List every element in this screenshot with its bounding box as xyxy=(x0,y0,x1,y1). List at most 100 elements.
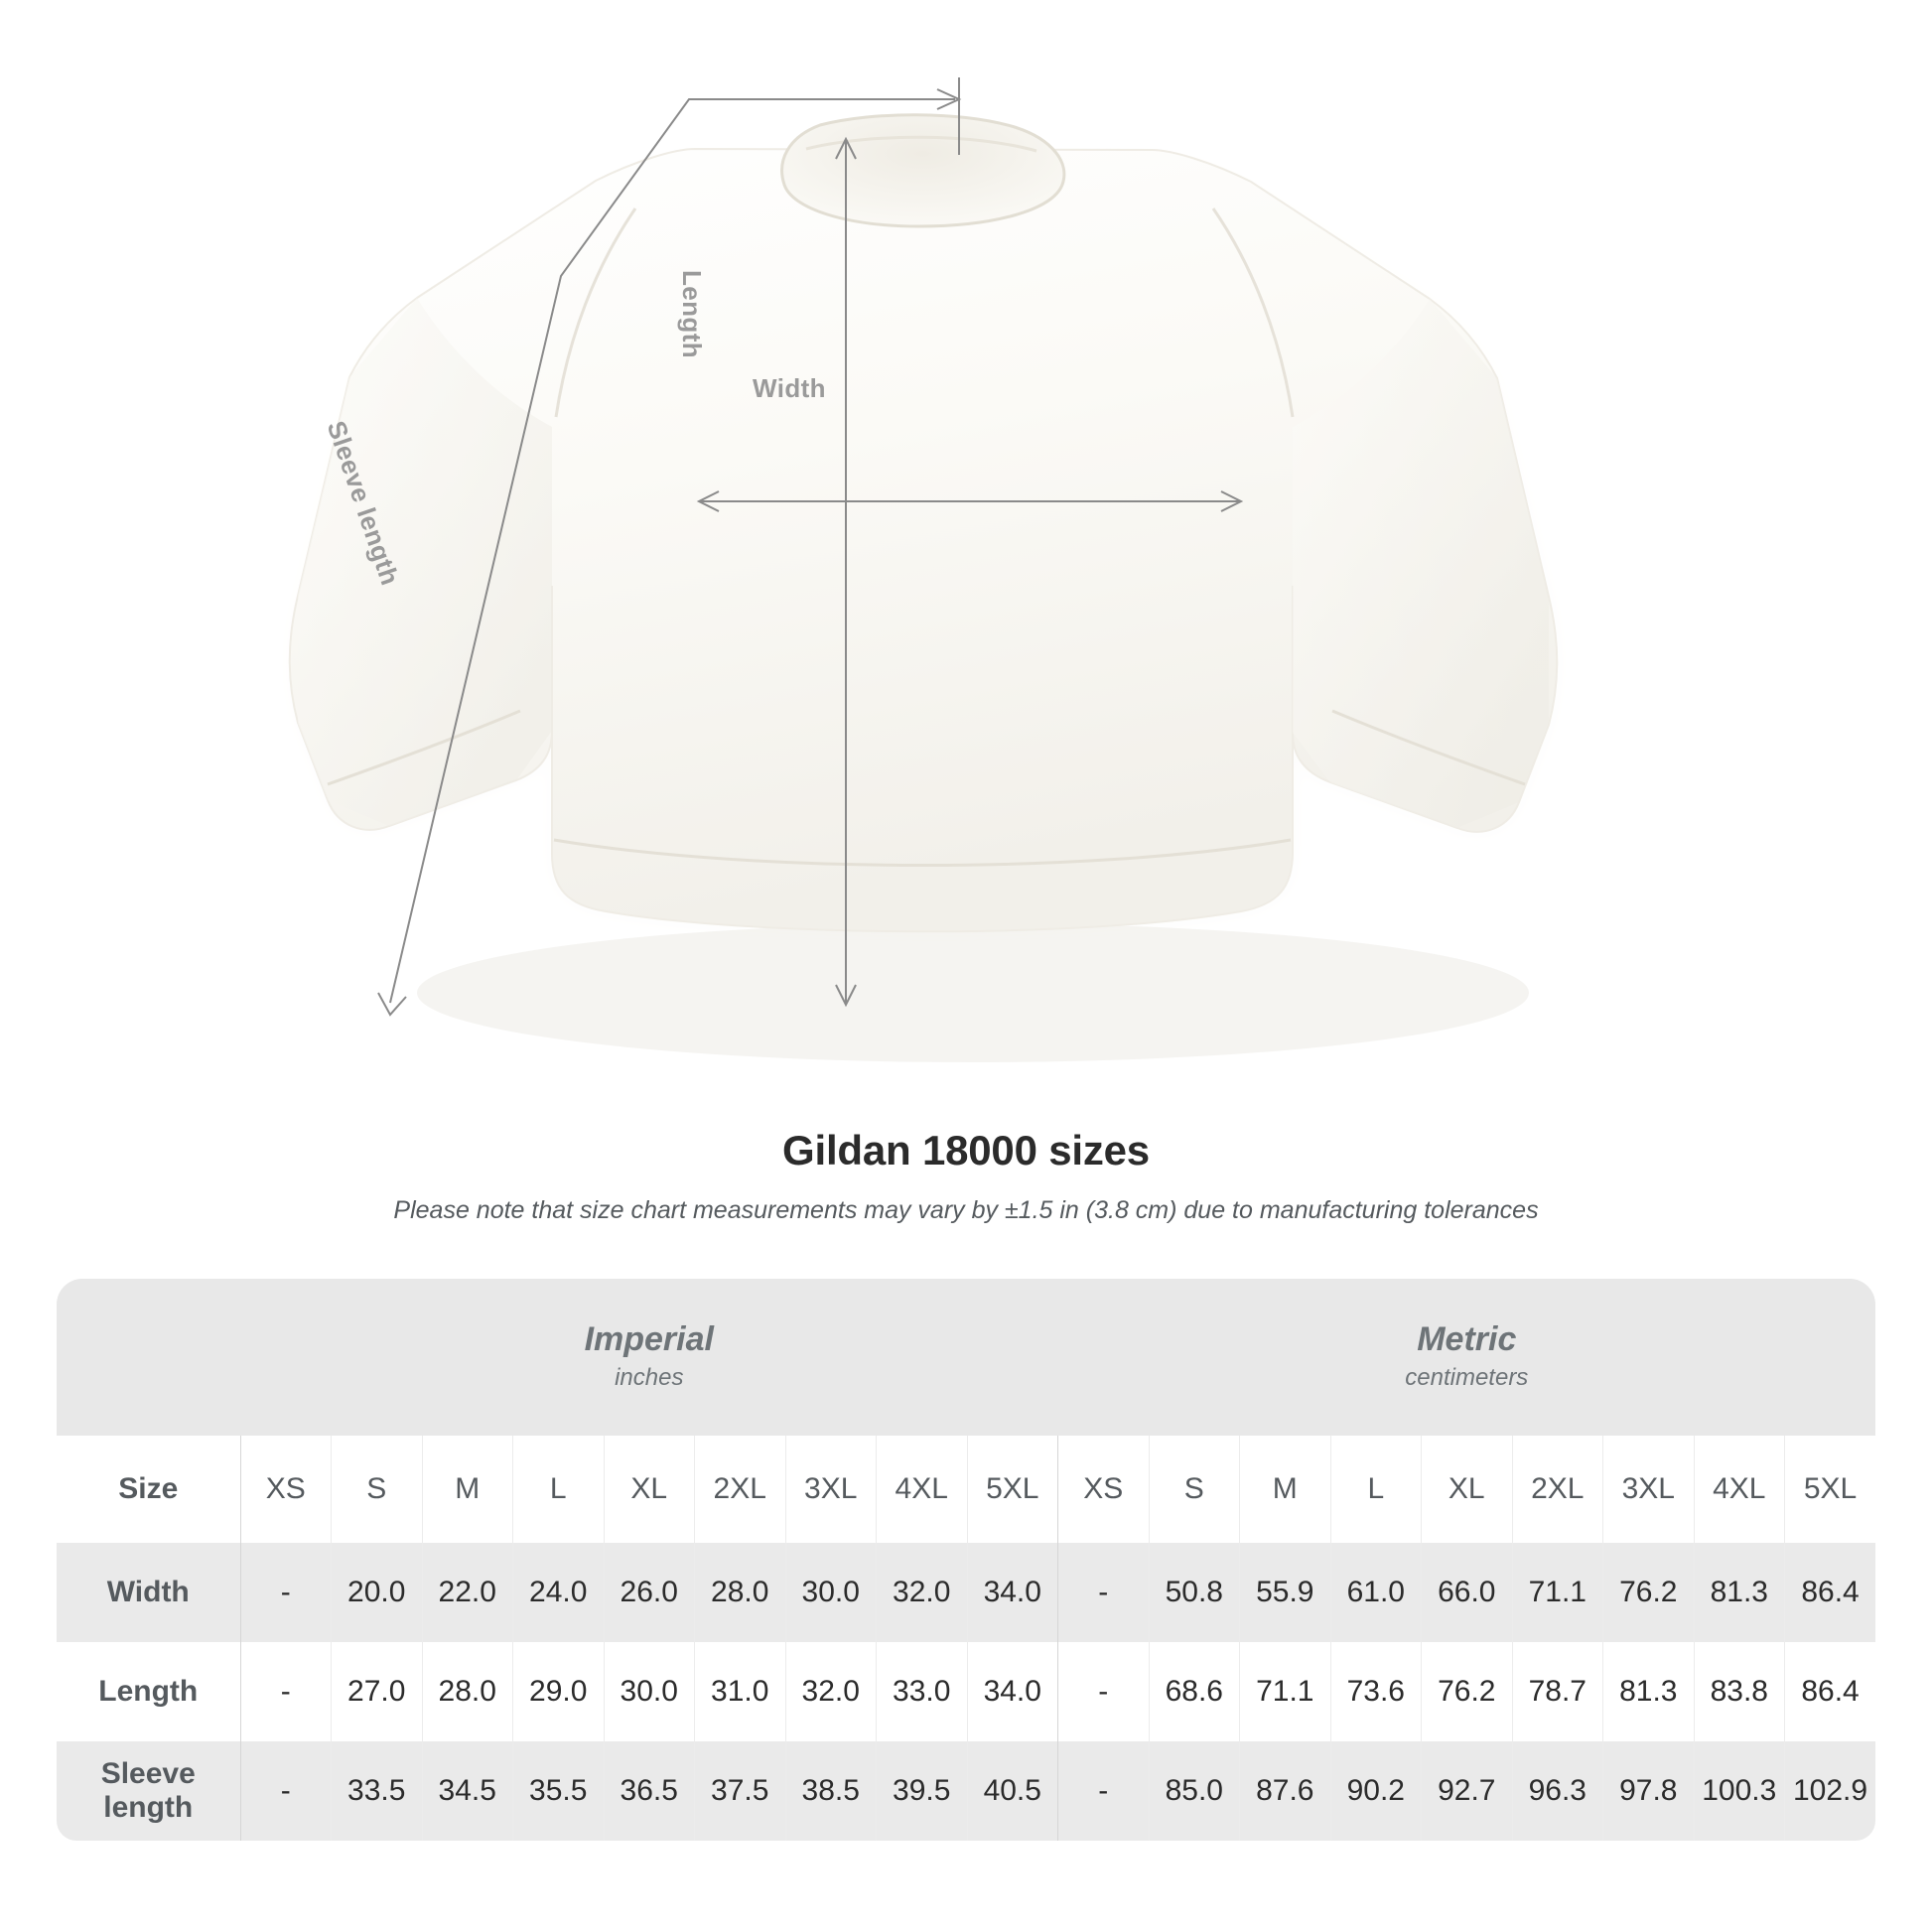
length-arrow-bottom xyxy=(835,984,857,1008)
left-cuff-seam xyxy=(327,709,521,786)
size-header-metric-4xl: 4XL xyxy=(1694,1436,1786,1543)
cell-sleeve-length-imperial-2xl: 37.5 xyxy=(694,1741,786,1841)
column-header-size: Size xyxy=(57,1436,241,1543)
cell-sleeve-length-metric-s: 85.0 xyxy=(1149,1741,1241,1841)
cell-width-metric-xs: - xyxy=(1057,1543,1150,1642)
cell-length-imperial-xs: - xyxy=(240,1642,332,1741)
size-header-imperial-3xl: 3XL xyxy=(785,1436,877,1543)
unit-group-name: Imperial xyxy=(584,1319,714,1358)
size-header-imperial-5xl: 5XL xyxy=(967,1436,1059,1543)
cell-width-imperial-m: 22.0 xyxy=(422,1543,513,1642)
cell-sleeve-length-imperial-l: 35.5 xyxy=(512,1741,605,1841)
cell-length-imperial-l: 29.0 xyxy=(512,1642,605,1741)
width-arrow-right xyxy=(1220,490,1244,512)
cell-sleeve-length-imperial-4xl: 39.5 xyxy=(876,1741,968,1841)
cell-length-metric-5xl: 86.4 xyxy=(1784,1642,1876,1741)
width-arrow-left xyxy=(696,490,720,512)
unit-header-row: Imperial inches Metric centimeters xyxy=(57,1279,1876,1436)
garment-illustration: Length Width Sleeve length xyxy=(288,77,1559,1062)
size-table: Imperial inches Metric centimeters Size XS S M L… xyxy=(57,1279,1876,1841)
cell-width-imperial-5xl: 34.0 xyxy=(967,1543,1059,1642)
size-header-imperial-2xl: 2XL xyxy=(694,1436,786,1543)
table-row: Width -20.0 22.0 24.0 26.0 28.0 30.0 32.0 34.0-5… xyxy=(57,1543,1876,1642)
row-label-sleeve-length: Sleeve length xyxy=(57,1741,241,1841)
row-label-width: Width xyxy=(57,1543,241,1642)
cell-width-metric-l: 61.0 xyxy=(1330,1543,1423,1642)
cell-sleeve-length-metric-2xl: 96.3 xyxy=(1512,1741,1604,1841)
sleeve-length-guide xyxy=(389,98,955,1004)
cell-width-metric-3xl: 76.2 xyxy=(1602,1543,1695,1642)
unit-group-name: Metric xyxy=(1417,1319,1517,1358)
unit-header-spacer xyxy=(57,1279,240,1436)
cell-length-imperial-xl: 30.0 xyxy=(604,1642,695,1741)
cell-width-imperial-s: 20.0 xyxy=(331,1543,423,1642)
waistband-seam xyxy=(553,838,1292,867)
cell-length-metric-l: 73.6 xyxy=(1330,1642,1423,1741)
cell-sleeve-length-metric-4xl: 100.3 xyxy=(1694,1741,1786,1841)
cell-sleeve-length-metric-5xl: 102.9 xyxy=(1784,1741,1876,1841)
size-header-imperial-s: S xyxy=(331,1436,423,1543)
right-cuff-seam xyxy=(1331,709,1526,786)
cell-length-imperial-5xl: 34.0 xyxy=(967,1642,1059,1741)
tolerance-note: Please note that size chart measurements… xyxy=(393,1196,1539,1224)
cell-width-metric-xl: 66.0 xyxy=(1421,1543,1513,1642)
sweatshirt-diagram xyxy=(288,77,1559,1062)
length-arrow-top xyxy=(835,136,857,160)
unit-group-metric: Metric centimeters xyxy=(1057,1279,1876,1436)
sweatshirt-body xyxy=(288,113,1559,933)
cell-width-imperial-l: 24.0 xyxy=(512,1543,605,1642)
size-header-metric-5xl: 5XL xyxy=(1784,1436,1876,1543)
cell-sleeve-length-imperial-m: 34.5 xyxy=(422,1741,513,1841)
cell-width-imperial-3xl: 30.0 xyxy=(785,1543,877,1642)
cell-width-metric-m: 55.9 xyxy=(1239,1543,1331,1642)
size-header-imperial-4xl: 4XL xyxy=(876,1436,968,1543)
size-header-imperial-m: M xyxy=(422,1436,513,1543)
size-header-metric-3xl: 3XL xyxy=(1602,1436,1695,1543)
cell-sleeve-length-metric-xl: 92.7 xyxy=(1421,1741,1513,1841)
cell-width-imperial-4xl: 32.0 xyxy=(876,1543,968,1642)
cell-sleeve-length-metric-m: 87.6 xyxy=(1239,1741,1331,1841)
length-measurement-label: Length xyxy=(677,270,707,359)
cell-length-imperial-3xl: 32.0 xyxy=(785,1642,877,1741)
cell-sleeve-length-metric-xs: - xyxy=(1057,1741,1150,1841)
cell-length-metric-s: 68.6 xyxy=(1149,1642,1241,1741)
sleeve-arrow-bottom xyxy=(377,992,407,1017)
cell-length-imperial-m: 28.0 xyxy=(422,1642,513,1741)
cell-sleeve-length-imperial-3xl: 38.5 xyxy=(785,1741,877,1841)
right-shoulder-seam xyxy=(1211,207,1295,418)
cell-length-metric-3xl: 81.3 xyxy=(1602,1642,1695,1741)
size-table-container: Imperial inches Metric centimeters Size XS S M L… xyxy=(57,1279,1876,1841)
left-sleeve-shade xyxy=(298,298,552,826)
table-row: Length -27.0 28.0 29.0 30.0 31.0 32.0 33.0 34.0-… xyxy=(57,1642,1876,1741)
cell-width-metric-4xl: 81.3 xyxy=(1694,1543,1786,1642)
size-header-imperial-xs: XS xyxy=(240,1436,332,1543)
size-header-metric-xs: XS xyxy=(1057,1436,1150,1543)
cell-sleeve-length-metric-l: 90.2 xyxy=(1330,1741,1423,1841)
unit-group-subtitle: centimeters xyxy=(1405,1364,1529,1392)
cell-width-metric-s: 50.8 xyxy=(1149,1543,1241,1642)
size-header-metric-2xl: 2XL xyxy=(1512,1436,1604,1543)
cell-width-metric-2xl: 71.1 xyxy=(1512,1543,1604,1642)
cell-sleeve-length-imperial-xs: - xyxy=(240,1741,332,1841)
cell-length-metric-m: 71.1 xyxy=(1239,1642,1331,1741)
cell-width-imperial-xl: 26.0 xyxy=(604,1543,695,1642)
cell-width-metric-5xl: 86.4 xyxy=(1784,1543,1876,1642)
cell-sleeve-length-imperial-s: 33.5 xyxy=(331,1741,423,1841)
chart-heading: Gildan 18000 sizes Please note that size… xyxy=(0,1127,1932,1225)
row-label-length: Length xyxy=(57,1642,241,1741)
garment-shadow xyxy=(417,923,1529,1062)
cell-sleeve-length-metric-3xl: 97.8 xyxy=(1602,1741,1695,1841)
cell-length-imperial-4xl: 33.0 xyxy=(876,1642,968,1741)
collar xyxy=(780,113,1066,228)
cell-length-metric-2xl: 78.7 xyxy=(1512,1642,1604,1741)
cell-sleeve-length-imperial-5xl: 40.5 xyxy=(967,1741,1059,1841)
size-header-metric-l: L xyxy=(1330,1436,1423,1543)
cell-width-imperial-xs: - xyxy=(240,1543,332,1642)
size-header-imperial-l: L xyxy=(512,1436,605,1543)
cell-length-metric-xl: 76.2 xyxy=(1421,1642,1513,1741)
cell-length-imperial-2xl: 31.0 xyxy=(694,1642,786,1741)
size-header-metric-s: S xyxy=(1149,1436,1241,1543)
width-measurement-label: Width xyxy=(753,373,826,403)
unit-group-imperial: Imperial inches xyxy=(240,1279,1058,1436)
